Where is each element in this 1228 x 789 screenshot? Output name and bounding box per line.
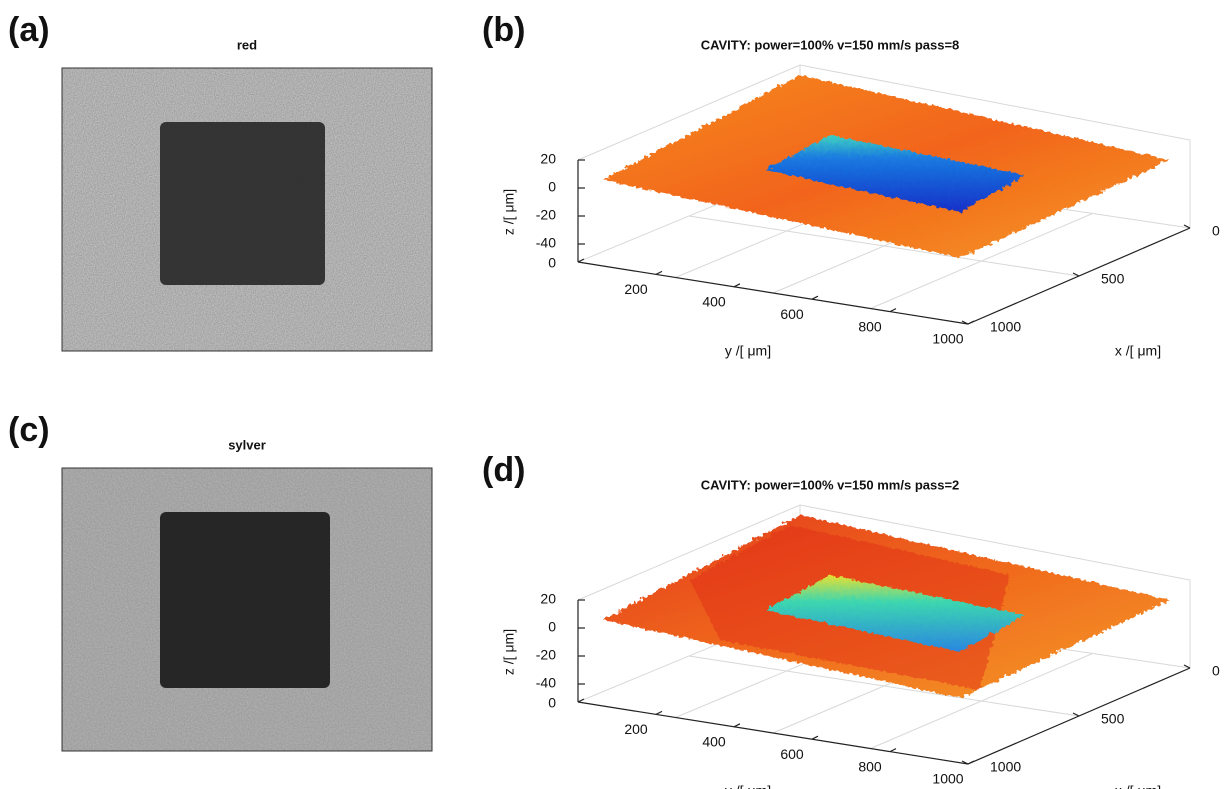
y-tick (733, 283, 741, 288)
floor-grid (688, 655, 1080, 717)
x-tick-label: 500 (1101, 271, 1125, 287)
y-axis-label: y /[ μm] (725, 783, 771, 789)
y-tick-label: 600 (780, 306, 804, 322)
y-tick-label: 200 (624, 281, 648, 297)
x-tick (1072, 712, 1080, 717)
y-tick (889, 308, 897, 313)
x-axis-label: x /[ μm] (1115, 783, 1161, 789)
x-tick (1072, 272, 1080, 277)
y-tick-label: 800 (858, 758, 882, 774)
x-tick-label: 0 (1212, 663, 1220, 679)
y-tick-label: 200 (624, 721, 648, 737)
y-tick (577, 698, 585, 703)
x-tick-label: 1000 (990, 759, 1021, 775)
panel-label: (d) (482, 451, 525, 489)
plot-title: CAVITY: power=100% v=150 mm/s pass=2 (701, 477, 960, 492)
y-tick (889, 748, 897, 753)
x-tick-label: 1000 (990, 319, 1021, 335)
x-tick (1183, 224, 1191, 229)
y-tick (655, 710, 663, 715)
image-title: sylver (228, 437, 266, 452)
y-tick (967, 760, 975, 765)
x-axis-label: x /[ μm] (1115, 343, 1161, 359)
z-tick-label: 0 (548, 619, 556, 635)
z-tick-label: -20 (536, 647, 556, 663)
x-tick-label: 0 (1212, 223, 1220, 239)
plot-title: CAVITY: power=100% v=150 mm/s pass=8 (701, 37, 960, 52)
y-tick-label: 600 (780, 746, 804, 762)
x-tick (961, 760, 969, 765)
y-tick-label: 800 (858, 318, 882, 334)
micrograph-frame (61, 467, 433, 752)
cavity (765, 575, 1025, 652)
y-tick-label: 0 (548, 695, 556, 711)
back-wall (577, 504, 1191, 668)
z-axis-label: z /[ μm] (501, 629, 517, 675)
floor-grid (688, 215, 1080, 277)
micrograph-frame (61, 67, 433, 352)
image-title: red (237, 37, 257, 52)
y-tick-label: 1000 (932, 331, 963, 347)
back-wall (577, 64, 1191, 228)
ablated-square (160, 512, 330, 688)
y-tick (811, 295, 819, 300)
surface-plot: (b) CAVITY: power=100% v=150 mm/s pass=8 2… (482, 11, 1220, 359)
x-tick (1183, 664, 1191, 669)
y-tick-label: 1000 (932, 771, 963, 787)
panel-label: (b) (482, 11, 525, 49)
y-axis (577, 701, 969, 765)
x-tick (961, 320, 969, 325)
y-tick (967, 320, 975, 325)
panels: (a) red (b) CAVITY: power=100% v=150 mm/s p… (8, 11, 1220, 789)
z-tick-label: 20 (540, 591, 556, 607)
y-tick-label: 400 (702, 734, 726, 750)
panel-label: (a) (8, 11, 50, 49)
z-tick-label: -40 (536, 675, 556, 691)
z-tick-label: 20 (540, 151, 556, 167)
z-tick-label: 0 (548, 179, 556, 195)
y-tick (577, 258, 585, 263)
x-tick-label: 500 (1101, 711, 1125, 727)
y-tick-label: 400 (702, 294, 726, 310)
surface-plot: (d) CAVITY: power=100% v=150 mm/s pass=2 2… (482, 451, 1220, 789)
y-tick (811, 735, 819, 740)
z-tick-label: -40 (536, 235, 556, 251)
z-axis-label: z /[ μm] (501, 189, 517, 235)
y-tick (733, 723, 741, 728)
y-tick-label: 0 (548, 255, 556, 271)
cavity (765, 135, 1025, 212)
ablated-square (160, 122, 325, 285)
panel-label: (c) (8, 411, 50, 449)
y-tick (655, 270, 663, 275)
y-axis (577, 261, 969, 325)
z-tick-label: -20 (536, 207, 556, 223)
y-axis-label: y /[ μm] (725, 343, 771, 359)
